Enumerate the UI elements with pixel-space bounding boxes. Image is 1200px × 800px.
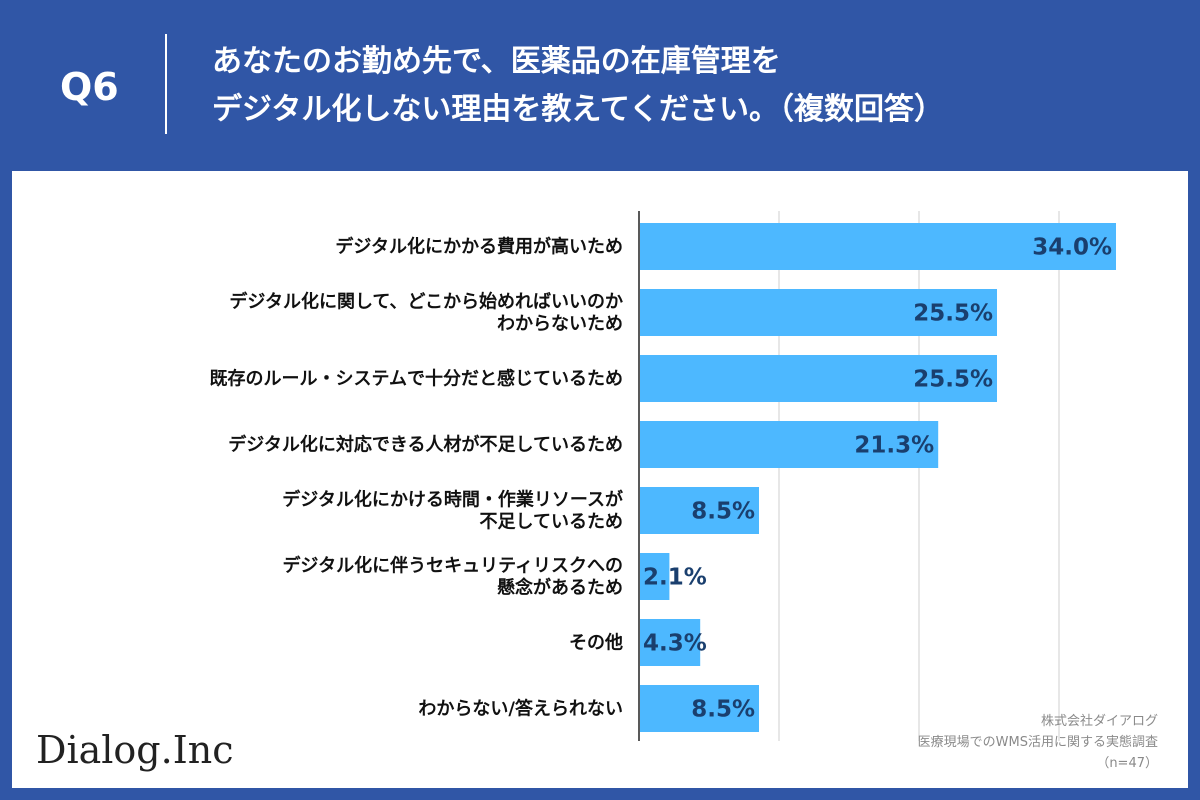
category-label: わからない/答えられない — [418, 698, 623, 720]
category-label: 懸念があるため — [497, 577, 623, 599]
value-label: 8.5% — [691, 499, 755, 525]
company-name: 株式会社ダイアログ — [1040, 714, 1158, 729]
value-label: 34.0% — [1032, 235, 1112, 261]
chart-panel: デジタル化にかかる費用が高いため デジタル化に関して、どこから始めればいいのか わか… — [12, 171, 1188, 788]
value-label: 25.5% — [913, 367, 993, 393]
value-label: 8.5% — [691, 697, 755, 723]
bar — [640, 619, 701, 666]
category-label: デジタル化に関して、どこから始めればいいのか — [229, 291, 623, 313]
category-label: デジタル化にかかる費用が高いため — [335, 236, 623, 258]
value-label: 21.3% — [854, 433, 934, 459]
value-label: 2.1% — [643, 565, 707, 591]
bar — [640, 355, 997, 402]
sample-size: （n=47） — [1096, 756, 1158, 771]
bars — [640, 223, 1116, 732]
question-title: あなたのお勤め先で、医薬品の在庫管理を デジタル化しない理由を教えてください。（… — [212, 38, 1172, 134]
category-label: デジタル化に対応できる人材が不足しているため — [228, 434, 623, 456]
category-label: その他 — [569, 632, 623, 654]
category-label: デジタル化にかける時間・作業リソースが — [282, 489, 623, 511]
bar — [640, 421, 939, 468]
bar — [640, 553, 670, 600]
question-title-line-2: デジタル化しない理由を教えてください。（複数回答） — [212, 92, 944, 127]
survey-name: 医療現場でのWMS活用に関する実態調査 — [917, 735, 1158, 750]
question-number: Q6 — [60, 65, 119, 109]
bar-chart: デジタル化にかかる費用が高いためデジタル化に関して、どこから始めればいいのかわか… — [210, 211, 1116, 741]
category-labels: デジタル化にかかる費用が高いためデジタル化に関して、どこから始めればいいのかわか… — [210, 236, 623, 720]
category-label: デジタル化に伴うセキュリティリスクへの — [282, 555, 623, 577]
bar — [640, 487, 759, 534]
header-divider — [165, 34, 167, 134]
value-label: 4.3% — [643, 631, 707, 657]
value-label: 25.5% — [913, 301, 993, 327]
category-label: 既存のルール・システムで十分だと感じているため — [210, 368, 623, 390]
bar — [640, 289, 997, 336]
company-logo: Dialog.Inc — [36, 728, 234, 772]
category-label: 不足しているため — [480, 512, 623, 533]
survey-credits: 株式会社ダイアログ 医療現場でのWMS活用に関する実態調査 （n=47） — [918, 711, 1158, 774]
header: Q6 あなたのお勤め先で、医薬品の在庫管理を デジタル化しない理由を教えてくださ… — [0, 0, 1200, 170]
category-label: わからないため — [497, 314, 623, 335]
bar — [640, 223, 1116, 270]
bar — [640, 685, 759, 732]
question-title-line-1: あなたのお勤め先で、医薬品の在庫管理を — [212, 44, 781, 79]
value-labels: 34.0% 25.5% 25.5% 21.3% 8.5% 2.1% 4.3% 8.5% — [643, 235, 1112, 723]
